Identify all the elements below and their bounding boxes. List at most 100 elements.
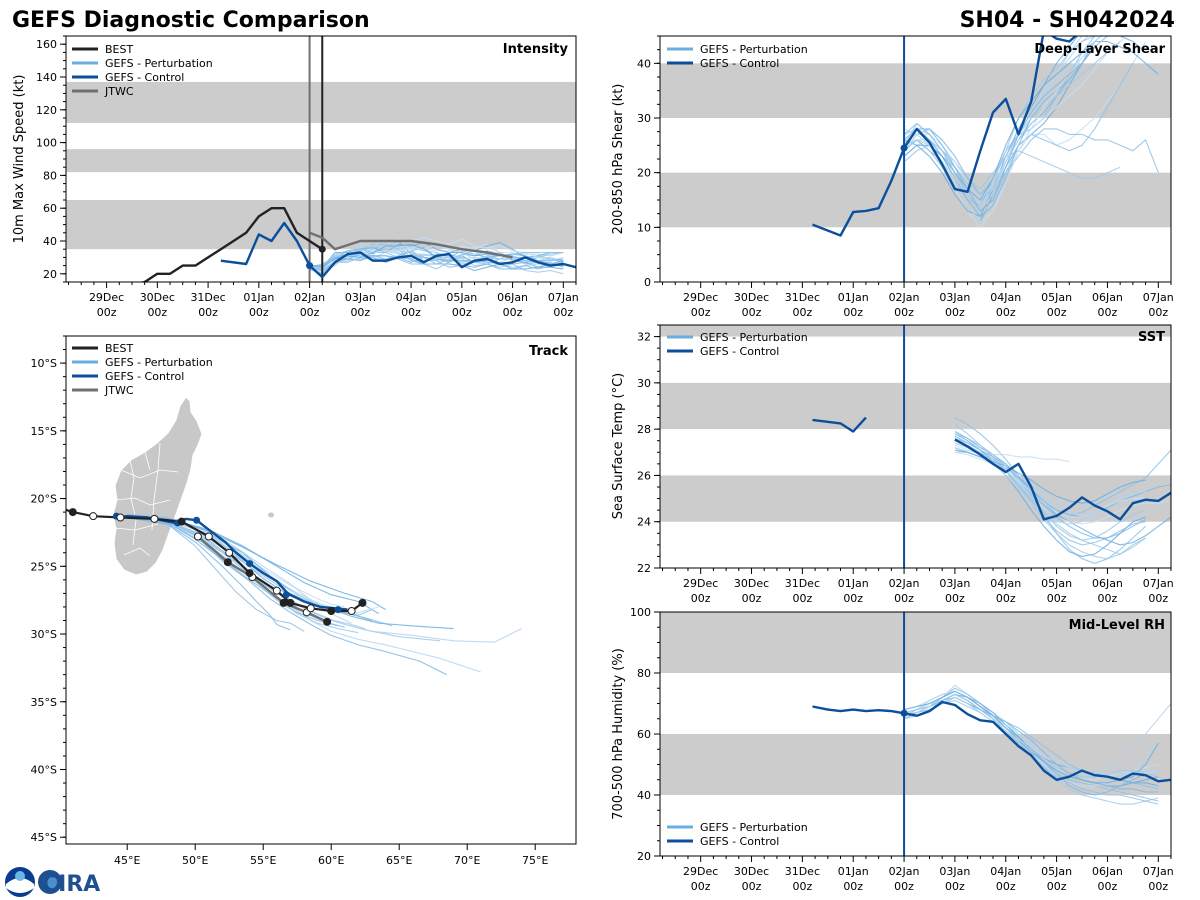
intensity-panel-title: Intensity <box>503 42 569 57</box>
y-tick-label: 80 <box>637 667 651 680</box>
legend-label-best: BEST <box>105 43 133 56</box>
x-tick-label: 60°E <box>318 854 344 867</box>
x-tick-label-date: 04Jan <box>990 865 1021 878</box>
control-track-marker <box>283 591 290 598</box>
x-tick-label-hour: 00z <box>996 306 1016 319</box>
x-tick-label: 45°E <box>114 854 140 867</box>
x-tick-label-hour: 00z <box>894 592 914 605</box>
rh-bands <box>660 612 1171 795</box>
reunion-island <box>268 513 274 518</box>
intensity-x-axis: 29Dec00z30Dec00z31Dec00z01Jan00z02Jan00z… <box>69 282 579 319</box>
x-tick-label-date: 07Jan <box>548 291 579 304</box>
x-tick-label-date: 29Dec <box>683 291 718 304</box>
x-tick-label-date: 02Jan <box>294 291 325 304</box>
y-tick-label: 40°S <box>31 763 57 776</box>
legend-label-perturbation: GEFS - Perturbation <box>105 57 213 70</box>
y-tick-label: 40 <box>43 235 57 248</box>
y-tick-label: 40 <box>637 789 651 802</box>
sst-y-axis: 222426283032 <box>637 325 660 575</box>
shaded-band <box>66 200 576 249</box>
control-track-marker <box>193 517 200 524</box>
rh-panel: 20406080100 29Dec00z30Dec00z31Dec00z01Ja… <box>611 606 1174 893</box>
best-track-marker <box>273 587 280 594</box>
best-track-marker <box>205 533 212 540</box>
y-tick-label: 120 <box>36 104 57 117</box>
x-tick-label-hour: 00z <box>742 306 762 319</box>
x-tick-label-date: 05Jan <box>1041 577 1072 590</box>
track-legend: BEST GEFS - Perturbation GEFS - Control … <box>72 342 213 397</box>
jtwc-track-marker <box>324 618 331 625</box>
y-tick-label: 20°S <box>31 493 57 506</box>
y-tick-label: 40 <box>637 57 651 70</box>
legend-label-control: GEFS - Control <box>700 835 779 848</box>
x-tick-label-hour: 00z <box>401 306 421 319</box>
x-tick-label-hour: 00z <box>945 592 965 605</box>
sst-panel-title: SST <box>1138 330 1165 345</box>
x-tick-label-hour: 00z <box>147 306 167 319</box>
control-track-marker <box>335 606 342 613</box>
jtwc-track-marker <box>224 559 231 566</box>
legend-label-perturbation: GEFS - Perturbation <box>105 356 213 369</box>
rh-x-axis: 29Dec00z30Dec00z31Dec00z01Jan00z02Jan00z… <box>663 856 1174 893</box>
x-tick-label-hour: 00z <box>249 306 269 319</box>
cira-logo-icon: CIRA <box>38 870 100 897</box>
x-tick-label-date: 02Jan <box>889 577 920 590</box>
x-tick-label-date: 07Jan <box>1143 291 1174 304</box>
best-track-marker <box>307 605 314 612</box>
x-tick-label-date: 02Jan <box>889 291 920 304</box>
x-tick-label-hour: 00z <box>1047 306 1067 319</box>
legend-label-best: BEST <box>105 342 133 355</box>
x-tick-label-hour: 00z <box>691 592 711 605</box>
best-track-marker <box>359 599 366 606</box>
track-panel: 10°S15°S20°S25°S30°S35°S40°S45°S 45°E50°… <box>29 336 577 867</box>
x-tick-label-date: 29Dec <box>683 577 718 590</box>
x-tick-label-hour: 00z <box>792 306 812 319</box>
best-track-line <box>32 499 363 611</box>
y-tick-label: 160 <box>36 38 57 51</box>
track-y-axis: 10°S15°S20°S25°S30°S35°S40°S45°S <box>31 336 66 844</box>
legend-label-control: GEFS - Control <box>105 71 184 84</box>
x-tick-label-date: 03Jan <box>939 291 970 304</box>
x-tick-label-date: 01Jan <box>838 291 869 304</box>
best-track-marker <box>246 570 253 577</box>
y-tick-label: 0 <box>644 276 651 289</box>
jtwc-track-marker <box>280 599 287 606</box>
x-tick-label-date: 29Dec <box>683 865 718 878</box>
track-map <box>29 397 522 675</box>
x-tick-label-hour: 00z <box>945 880 965 893</box>
y-tick-label: 35°S <box>31 696 57 709</box>
x-tick-label-hour: 00z <box>742 592 762 605</box>
sst-x-axis: 29Dec00z30Dec00z31Dec00z01Jan00z02Jan00z… <box>663 568 1174 605</box>
rh-panel-title: Mid-Level RH <box>1069 618 1165 633</box>
x-tick-label-hour: 00z <box>1047 592 1067 605</box>
track-x-axis: 45°E50°E55°E60°E65°E70°E75°E <box>114 844 548 867</box>
rh-y-axis: 20406080100 <box>630 606 660 863</box>
x-tick-label-date: 05Jan <box>1041 291 1072 304</box>
shear-panel-title: Deep-Layer Shear <box>1034 42 1165 57</box>
y-tick-label: 100 <box>36 137 57 150</box>
x-tick-label-date: 07Jan <box>1143 577 1174 590</box>
x-tick-label-date: 31Dec <box>190 291 225 304</box>
x-tick-label-hour: 00z <box>1148 880 1168 893</box>
y-tick-label: 10 <box>637 221 651 234</box>
y-tick-label: 60 <box>637 728 651 741</box>
track-perturbation-lines <box>127 515 521 675</box>
figure-title: GEFS Diagnostic Comparison <box>12 8 370 33</box>
best-track-marker <box>226 549 233 556</box>
best-track-marker <box>287 599 294 606</box>
x-tick-label-hour: 00z <box>996 880 1016 893</box>
x-tick-label-hour: 00z <box>894 880 914 893</box>
x-tick-label-date: 03Jan <box>345 291 376 304</box>
cira-logo-text: CIRA <box>42 872 100 897</box>
best-track-marker <box>151 515 158 522</box>
x-tick-label-hour: 00z <box>1098 306 1118 319</box>
x-tick-label-hour: 00z <box>503 306 523 319</box>
x-tick-label-hour: 00z <box>300 306 320 319</box>
shear-x-axis: 29Dec00z30Dec00z31Dec00z01Jan00z02Jan00z… <box>663 282 1174 319</box>
x-tick-label-date: 31Dec <box>785 577 820 590</box>
x-tick-label-date: 30Dec <box>140 291 175 304</box>
shear-y-axis: 010203040 <box>637 36 660 289</box>
best-track-marker <box>117 514 124 521</box>
x-tick-label-date: 05Jan <box>446 291 477 304</box>
x-tick-label-hour: 00z <box>553 306 573 319</box>
